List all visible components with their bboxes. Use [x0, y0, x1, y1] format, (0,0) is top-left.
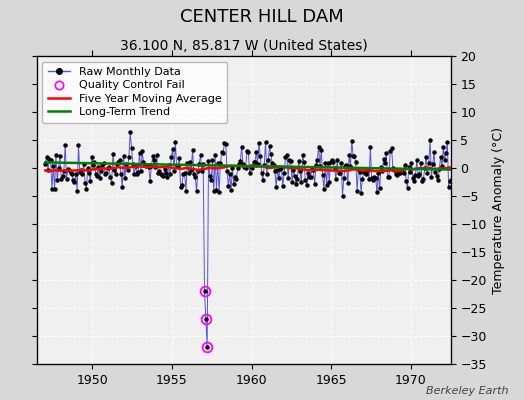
Legend: Raw Monthly Data, Quality Control Fail, Five Year Moving Average, Long-Term Tren: Raw Monthly Data, Quality Control Fail, … [42, 62, 227, 123]
Y-axis label: Temperature Anomaly (°C): Temperature Anomaly (°C) [492, 126, 505, 294]
Text: CENTER HILL DAM: CENTER HILL DAM [180, 8, 344, 26]
Text: Berkeley Earth: Berkeley Earth [426, 386, 508, 396]
Title: 36.100 N, 85.817 W (United States): 36.100 N, 85.817 W (United States) [120, 40, 367, 54]
